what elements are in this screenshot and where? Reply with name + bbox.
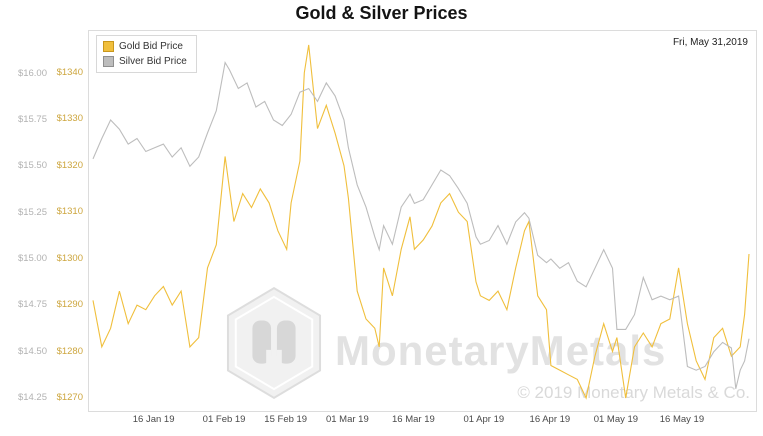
x-tick-label: 16 Jan 19 [132, 414, 175, 425]
plot-area: MonetaryMetals © 2019 Monetary Metals & … [88, 30, 757, 412]
silver-tick-label: $15.50 [17, 160, 47, 172]
x-tick-label: 01 Apr 19 [463, 414, 505, 425]
x-tick-label: 01 Mar 19 [325, 414, 369, 425]
gold-tick-label: $1300 [56, 252, 83, 264]
plot-svg[interactable] [89, 31, 756, 411]
chart-title: Gold & Silver Prices [295, 3, 468, 23]
monetary-metals-logo-icon [226, 287, 322, 399]
gold-tick-label: $1270 [56, 391, 83, 403]
gold-swatch-icon [103, 41, 114, 52]
legend-label: Gold Bid Price [119, 41, 183, 52]
legend-item-gold[interactable]: Gold Bid Price [103, 39, 187, 54]
gold-tick-label: $1280 [56, 345, 83, 357]
gold-tick-label: $1320 [56, 159, 83, 171]
y-axis-silver: $16.00 $15.75 $15.50 $15.25 $15.00 $14.75 $14.… [0, 0, 49, 436]
x-tick-label: 16 Apr 19 [529, 414, 571, 425]
legend-item-silver[interactable]: Silver Bid Price [103, 54, 187, 69]
silver-price-line [92, 60, 750, 389]
silver-tick-label: $16.00 [17, 67, 47, 79]
legend-label: Silver Bid Price [119, 56, 187, 67]
gold-tick-label: $1330 [56, 113, 83, 125]
legend: Gold Bid Price Silver Bid Price [96, 35, 197, 73]
y-axis-gold: $1340 $1330 $1320 $1310 $1300 $1290 $1280 $1270 [0, 0, 85, 436]
copyright-text: © 2019 Monetary Metals & Co. [517, 383, 750, 402]
x-tick-label: 15 Feb 19 [264, 414, 308, 425]
date-label: Fri, May 31,2019 [672, 37, 748, 48]
x-axis-labels: 16 Jan 19 01 Feb 19 15 Feb 19 01 Mar 19 16 M… [88, 414, 755, 430]
x-tick-label: 01 Feb 19 [202, 414, 246, 425]
gold-price-line [92, 44, 750, 400]
x-tick-label: 01 May 19 [593, 414, 639, 425]
silver-swatch-icon [103, 56, 114, 67]
silver-tick-label: $14.50 [17, 345, 47, 357]
gold-tick-label: $1340 [56, 66, 83, 78]
x-tick-label: 16 May 19 [659, 414, 705, 425]
watermark-text: MonetaryMetals [335, 327, 667, 374]
silver-tick-label: $14.75 [17, 299, 47, 311]
silver-tick-label: $15.75 [17, 113, 47, 125]
gold-tick-label: $1290 [56, 299, 83, 311]
silver-tick-label: $15.00 [17, 253, 47, 264]
gold-tick-label: $1310 [56, 206, 83, 218]
x-tick-label: 16 Mar 19 [392, 414, 435, 425]
silver-tick-label: $14.25 [17, 392, 47, 404]
silver-tick-label: $15.25 [17, 206, 47, 218]
